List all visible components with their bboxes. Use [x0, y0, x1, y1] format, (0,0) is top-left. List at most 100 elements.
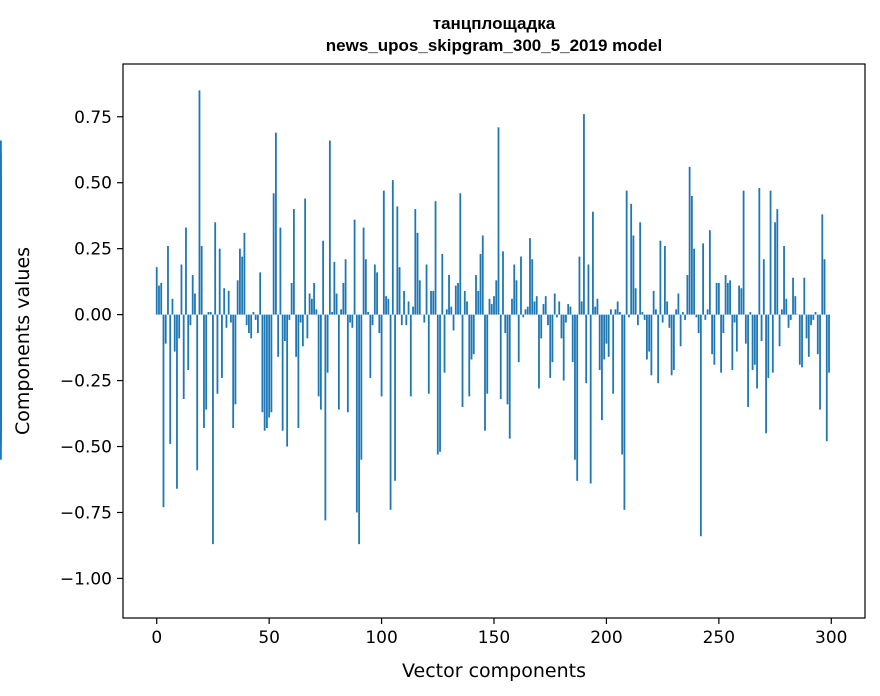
x-tick-label: 250: [703, 628, 735, 648]
bar: [155, 267, 158, 315]
bar: [227, 290, 230, 315]
x-tick-label: 0: [151, 628, 162, 648]
bar: [430, 290, 432, 315]
bar: [740, 288, 743, 315]
bar: [418, 280, 421, 315]
bar: [241, 256, 244, 315]
bar: [560, 314, 563, 339]
bar: [490, 304, 493, 315]
plot-frame: [122, 63, 866, 619]
bar: [207, 311, 210, 315]
bar: [672, 314, 675, 371]
x-tick-label: 100: [365, 628, 397, 648]
bar: [209, 311, 212, 315]
bar: [371, 314, 374, 326]
bar: [385, 296, 387, 315]
bar: [191, 275, 194, 315]
bar: [169, 314, 172, 444]
bar: [230, 314, 232, 323]
bar: [396, 206, 399, 315]
bar: [720, 314, 722, 373]
bar: [666, 301, 669, 315]
bar: [389, 314, 392, 510]
bar: [632, 235, 635, 315]
bar: [610, 309, 612, 315]
bar: [823, 259, 826, 315]
bar: [212, 314, 214, 545]
bar: [360, 314, 363, 460]
bar: [481, 235, 484, 315]
chart-subtitle: news_upos_skipgram_300_5_2019 model: [326, 36, 662, 55]
bar: [733, 314, 736, 323]
bar: [337, 314, 340, 410]
bar: [776, 209, 779, 315]
bar: [358, 314, 360, 545]
bar: [706, 309, 709, 315]
bar: [603, 314, 606, 360]
bar: [499, 314, 502, 400]
bar: [407, 301, 410, 315]
bar: [484, 314, 486, 431]
bar: [452, 314, 455, 331]
y-tick-label: 0.75: [74, 108, 112, 128]
bar: [0, 182, 2, 315]
bar: [574, 314, 576, 460]
bar: [828, 314, 830, 373]
bar: [549, 314, 552, 378]
bar: [470, 314, 473, 360]
bar: [646, 314, 648, 360]
bar: [427, 314, 430, 394]
bar: [810, 314, 812, 326]
bar: [382, 190, 385, 315]
bar: [270, 314, 273, 413]
bar: [821, 214, 824, 315]
bar: [567, 304, 570, 315]
bar: [317, 314, 320, 397]
bar: [654, 309, 657, 315]
bar: [461, 314, 464, 407]
bar: [299, 314, 302, 323]
bar: [657, 314, 660, 384]
bar: [625, 190, 628, 315]
bar: [556, 314, 558, 318]
bar: [297, 314, 300, 429]
bar: [221, 314, 223, 378]
bar: [373, 264, 376, 315]
bar: [742, 190, 745, 315]
bar: [313, 282, 316, 315]
bar: [744, 314, 747, 344]
bar: [205, 314, 208, 410]
bar: [637, 314, 639, 326]
x-axis-label: Vector components: [402, 660, 586, 682]
bar: [751, 314, 754, 371]
bar: [681, 311, 684, 315]
bar: [612, 314, 615, 394]
y-tick-label: −0.75: [60, 503, 112, 523]
bar: [767, 314, 770, 378]
x-tick-label: 50: [258, 628, 280, 648]
bar: [450, 306, 453, 315]
bar: [0, 314, 2, 444]
bar: [724, 275, 727, 315]
bar: [787, 314, 790, 328]
bar: [540, 314, 543, 339]
bar: [529, 238, 531, 315]
bar: [585, 314, 588, 384]
bar: [641, 311, 644, 315]
bar: [825, 314, 828, 442]
bar: [319, 314, 322, 410]
bar: [515, 280, 518, 315]
bar: [477, 290, 480, 315]
bar: [160, 282, 163, 315]
bar: [495, 280, 498, 315]
bar: [331, 311, 334, 315]
bar: [288, 314, 291, 320]
bar: [342, 282, 345, 315]
bar: [486, 314, 489, 394]
bar: [466, 301, 468, 315]
bar: [176, 314, 178, 489]
bar: [409, 314, 412, 397]
bar: [268, 314, 271, 418]
bar: [729, 280, 731, 315]
